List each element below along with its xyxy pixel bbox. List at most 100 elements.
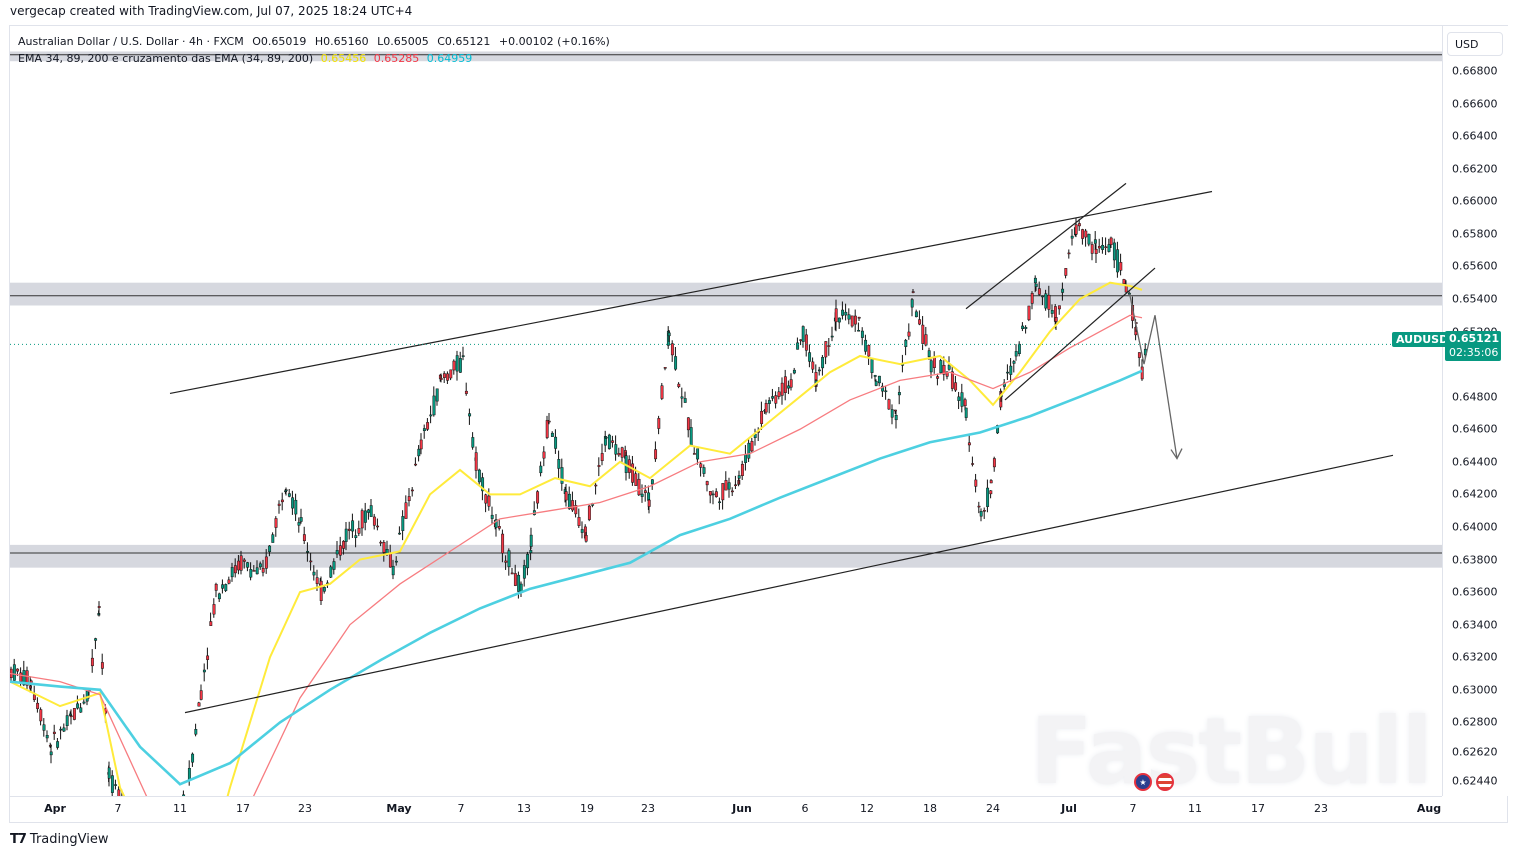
candle-body bbox=[844, 311, 848, 316]
candle-body bbox=[945, 371, 949, 377]
candle-body bbox=[529, 534, 533, 547]
candle-body bbox=[689, 427, 693, 446]
candle-body bbox=[449, 369, 453, 379]
candle-body bbox=[545, 420, 549, 438]
candle-body bbox=[580, 529, 584, 533]
candle-body bbox=[1047, 294, 1051, 310]
candle-body bbox=[867, 345, 871, 357]
candle-body bbox=[332, 561, 336, 570]
indicator-name: EMA 34, 89, 200 e cruzamento das EMA (34… bbox=[18, 52, 314, 65]
time-tick-label: 24 bbox=[986, 802, 1000, 815]
price-tick-label: 0.64000 bbox=[1452, 520, 1498, 534]
forecast-path bbox=[1129, 295, 1178, 459]
candle-body bbox=[354, 535, 358, 538]
candle-body bbox=[529, 550, 533, 554]
chart-plot-area[interactable] bbox=[10, 26, 1442, 796]
candle-body bbox=[927, 350, 931, 357]
tradingview-logo[interactable]: T7 TradingView bbox=[10, 832, 108, 847]
candle-body bbox=[284, 489, 288, 491]
candle-body bbox=[857, 329, 861, 332]
candle-body bbox=[206, 655, 210, 660]
candle-body bbox=[677, 383, 681, 387]
candle-body bbox=[1021, 325, 1025, 329]
candle-body bbox=[696, 448, 700, 460]
candle-body bbox=[1101, 244, 1105, 250]
candle-body bbox=[1122, 279, 1126, 284]
price-axis[interactable]: 0.66800 0.66600 0.66400 0.66200 0.66000 0.658… bbox=[1442, 26, 1508, 796]
price-tick-label: 0.64200 bbox=[1452, 487, 1498, 501]
candle-body bbox=[252, 570, 256, 572]
time-tick-label: May bbox=[386, 802, 412, 815]
symbol-legend[interactable]: Australian Dollar / U.S. Dollar · 4h · F… bbox=[18, 35, 615, 48]
candle-body bbox=[76, 703, 80, 709]
candle-body bbox=[291, 497, 295, 509]
candle-body bbox=[777, 391, 781, 397]
candle-body bbox=[650, 479, 654, 485]
candle-body bbox=[670, 343, 674, 356]
price-tick-label: 0.66600 bbox=[1452, 97, 1498, 111]
time-axis[interactable]: Apr 7 11 17 23 May 7 13 19 23 Jun 6 12 18 24 Jul 7 11 17 23… bbox=[10, 796, 1442, 822]
candle-body bbox=[255, 567, 259, 575]
price-chart[interactable] bbox=[10, 26, 1442, 796]
candle-body bbox=[542, 451, 546, 459]
price-tick-label: 0.63600 bbox=[1452, 585, 1498, 599]
candle-body bbox=[391, 565, 395, 576]
candle-body bbox=[821, 357, 825, 369]
price-tick-label: 0.64800 bbox=[1452, 390, 1498, 404]
candle-body bbox=[197, 702, 201, 707]
candle-body bbox=[249, 569, 253, 578]
candle-body bbox=[65, 715, 69, 726]
candle-body bbox=[705, 481, 709, 486]
candle-body bbox=[1014, 351, 1018, 357]
candle-body bbox=[117, 789, 121, 796]
candle-body bbox=[787, 385, 791, 389]
candle-body bbox=[1054, 317, 1058, 322]
candle-body bbox=[647, 499, 651, 507]
candle-body bbox=[640, 493, 644, 497]
candle-body bbox=[299, 517, 303, 522]
candle-body bbox=[604, 436, 608, 439]
candle-body bbox=[1006, 371, 1010, 374]
candle-body bbox=[950, 371, 954, 389]
candle-body bbox=[212, 604, 216, 615]
candle-body bbox=[910, 299, 914, 308]
candle-body bbox=[72, 708, 76, 720]
candle-body bbox=[620, 447, 624, 458]
currency-button[interactable]: USD bbox=[1447, 32, 1503, 56]
indicator-legend[interactable]: EMA 34, 89, 200 e cruzamento das EMA (34… bbox=[18, 52, 472, 65]
candle-body bbox=[1077, 223, 1081, 227]
candle-body bbox=[199, 690, 203, 700]
candle-body bbox=[379, 541, 383, 544]
event-flags[interactable]: ★ bbox=[1134, 773, 1178, 791]
price-tick-label: 0.65600 bbox=[1452, 259, 1498, 273]
candle-body bbox=[686, 417, 690, 431]
candle-body bbox=[564, 491, 568, 501]
candle-body bbox=[468, 413, 472, 417]
price-tick-label: 0.63200 bbox=[1452, 650, 1498, 664]
candle-body bbox=[62, 727, 66, 732]
us-flag-icon[interactable] bbox=[1156, 773, 1174, 791]
candle-body bbox=[297, 522, 301, 526]
candle-body bbox=[617, 453, 621, 456]
australia-flag-icon[interactable]: ★ bbox=[1134, 773, 1152, 791]
candle-body bbox=[1037, 288, 1041, 295]
candle-body bbox=[435, 388, 439, 402]
candle-body bbox=[873, 375, 877, 377]
candle-body bbox=[230, 567, 234, 578]
candle-body bbox=[1067, 252, 1071, 255]
candle-body bbox=[964, 407, 968, 418]
candle-body bbox=[1140, 366, 1144, 380]
time-tick-label: 6 bbox=[801, 802, 809, 815]
price-change: +0.00102 (+0.16%) bbox=[498, 35, 610, 48]
candle-body bbox=[372, 516, 376, 526]
candle-body bbox=[446, 373, 450, 381]
last-price: 0.65121 bbox=[1449, 332, 1500, 345]
candle-body bbox=[306, 551, 310, 553]
candle-body bbox=[897, 392, 901, 396]
candle-body bbox=[667, 332, 671, 337]
candle-body bbox=[1119, 262, 1123, 271]
candle-body bbox=[239, 555, 243, 571]
time-tick-label: 7 bbox=[457, 802, 465, 815]
candle-body bbox=[398, 532, 402, 535]
candle-body bbox=[82, 701, 86, 704]
